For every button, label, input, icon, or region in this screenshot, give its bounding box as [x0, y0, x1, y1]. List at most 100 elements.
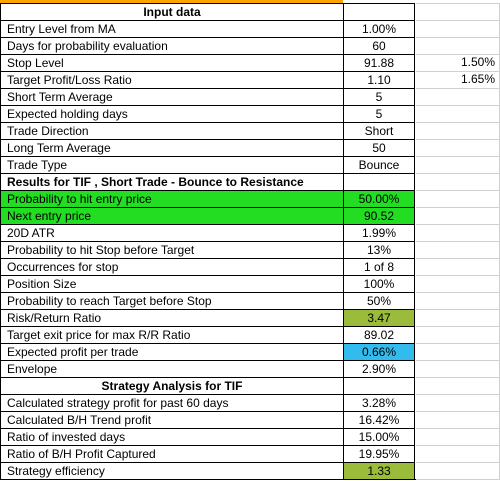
row-value[interactable]: 1.10	[343, 71, 415, 88]
row-extra-value[interactable]	[415, 156, 500, 173]
section-header[interactable]: Input data	[0, 3, 343, 20]
row-extra-value[interactable]	[415, 139, 500, 156]
row-extra-value[interactable]: 1.65%	[460, 72, 495, 86]
row-extra-value[interactable]	[415, 377, 500, 394]
grid-line	[416, 224, 500, 225]
row-value[interactable]: 50%	[343, 292, 415, 309]
row-extra-value[interactable]	[415, 190, 500, 207]
row-extra-value[interactable]: 1.50%	[460, 55, 495, 69]
row-extra-value[interactable]	[415, 122, 500, 139]
row-value[interactable]	[343, 173, 415, 190]
row-value[interactable]: 2.90%	[343, 360, 415, 377]
table-row: Expected holding days 5	[0, 105, 500, 122]
row-value[interactable]: 19.95%	[343, 445, 415, 462]
row-value[interactable]: 1 of 8	[343, 258, 415, 275]
row-label[interactable]: Entry Level from MA	[0, 20, 343, 37]
row-value[interactable]: 5	[343, 88, 415, 105]
table-row: Next entry price 90.52	[0, 207, 500, 224]
row-value[interactable]: 5	[343, 105, 415, 122]
table-row: Trade Direction Short	[0, 122, 500, 139]
row-label[interactable]: Probability to reach Target before Stop	[0, 292, 343, 309]
row-value[interactable]: 1.99%	[343, 224, 415, 241]
row-value[interactable]: 91.88	[343, 54, 415, 71]
row-extra-value[interactable]	[415, 105, 500, 122]
row-value[interactable]: 15.00%	[343, 428, 415, 445]
row-label[interactable]: Envelope	[0, 360, 343, 377]
row-extra-value[interactable]	[415, 428, 500, 445]
row-value[interactable]	[343, 3, 415, 20]
row-extra-value[interactable]	[415, 445, 500, 462]
table-row: Strategy efficiency 1.33	[0, 462, 500, 479]
table-row: Strategy Analysis for TIF	[0, 377, 500, 394]
row-extra-value[interactable]	[415, 343, 500, 360]
row-value[interactable]: 60	[343, 37, 415, 54]
row-extra-value[interactable]	[415, 37, 500, 54]
row-label[interactable]: Position Size	[0, 275, 343, 292]
row-value[interactable]	[343, 377, 415, 394]
row-value[interactable]: Short	[343, 122, 415, 139]
row-value[interactable]: 13%	[343, 241, 415, 258]
table-row: Trade Type Bounce	[0, 156, 500, 173]
row-extra-value[interactable]	[415, 411, 500, 428]
row-label[interactable]: Long Term Average	[0, 139, 343, 156]
grid-line	[416, 139, 500, 140]
row-extra-value[interactable]	[415, 275, 500, 292]
row-extra-value[interactable]	[415, 88, 500, 105]
row-extra-value[interactable]	[415, 224, 500, 241]
table-row: Stop Level 91.88 1.50%	[0, 54, 500, 71]
section-header[interactable]: Strategy Analysis for TIF	[0, 377, 343, 394]
row-label[interactable]: Risk/Return Ratio	[0, 309, 343, 326]
row-extra-value[interactable]	[415, 20, 500, 37]
section-header[interactable]: Results for TIF , Short Trade - Bounce t…	[0, 173, 343, 190]
grid-line	[416, 122, 500, 123]
row-label[interactable]: Occurrences for stop	[0, 258, 343, 275]
row-label[interactable]: Days for probability evaluation	[0, 37, 343, 54]
row-label[interactable]: Probability to hit Stop before Target	[0, 241, 343, 258]
row-value[interactable]: 100%	[343, 275, 415, 292]
row-label[interactable]: Probability to hit entry price	[0, 190, 343, 207]
row-label[interactable]: Strategy efficiency	[0, 462, 343, 479]
row-extra-value[interactable]	[415, 309, 500, 326]
row-value[interactable]: 0.66%	[343, 343, 415, 360]
row-value[interactable]: 3.47	[343, 309, 415, 326]
row-value[interactable]: 89.02	[343, 326, 415, 343]
row-label[interactable]: Trade Direction	[0, 122, 343, 139]
grid-line	[416, 207, 500, 208]
row-extra-value[interactable]	[415, 173, 500, 190]
grid-line	[416, 326, 500, 327]
row-extra-value[interactable]	[415, 3, 500, 20]
row-label[interactable]: Short Term Average	[0, 88, 343, 105]
row-value[interactable]: 50.00%	[343, 190, 415, 207]
row-extra-value[interactable]	[415, 241, 500, 258]
row-label[interactable]: Target exit price for max R/R Ratio	[0, 326, 343, 343]
row-value[interactable]: 16.42%	[343, 411, 415, 428]
row-extra-value[interactable]	[415, 292, 500, 309]
row-label[interactable]: Target Profit/Loss Ratio	[0, 71, 343, 88]
row-extra-value[interactable]	[415, 394, 500, 411]
row-value[interactable]: 3.28%	[343, 394, 415, 411]
row-label[interactable]: Expected profit per trade	[0, 343, 343, 360]
row-value[interactable]: Bounce	[343, 156, 415, 173]
header-bar	[0, 0, 343, 3]
row-extra-value[interactable]	[415, 207, 500, 224]
row-value[interactable]: 1.00%	[343, 20, 415, 37]
row-label[interactable]: Next entry price	[0, 207, 343, 224]
table-row: Position Size 100%	[0, 275, 500, 292]
row-value[interactable]: 1.33	[343, 462, 415, 479]
row-extra-value[interactable]	[415, 360, 500, 377]
row-value[interactable]: 50	[343, 139, 415, 156]
row-extra-value[interactable]	[415, 462, 500, 479]
row-label[interactable]: Calculated strategy profit for past 60 d…	[0, 394, 343, 411]
row-label[interactable]: Trade Type	[0, 156, 343, 173]
row-label[interactable]: Stop Level	[0, 54, 343, 71]
row-extra-value[interactable]	[415, 258, 500, 275]
row-label[interactable]: Ratio of B/H Profit Captured	[0, 445, 343, 462]
table-row: 20D ATR 1.99%	[0, 224, 500, 241]
row-extra-value[interactable]	[415, 326, 500, 343]
row-label[interactable]: Expected holding days	[0, 105, 343, 122]
row-label[interactable]: Calculated B/H Trend profit	[0, 411, 343, 428]
row-label[interactable]: 20D ATR	[0, 224, 343, 241]
row-label[interactable]: Ratio of invested days	[0, 428, 343, 445]
row-value[interactable]: 90.52	[343, 207, 415, 224]
